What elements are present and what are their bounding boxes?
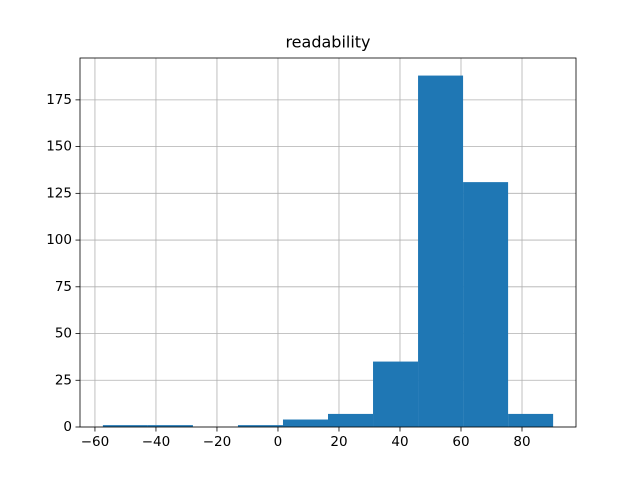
bar [147,425,193,427]
bar [237,425,283,427]
x-tick-label: 0 [274,434,283,450]
y-tick-label: 50 [55,326,72,342]
y-tick-label: 25 [55,372,72,388]
x-tick-label: −40 [142,434,171,450]
y-tick-label: 0 [63,419,72,435]
y-tick-label: 175 [46,92,72,108]
bar [282,419,328,427]
bar [508,413,554,427]
bar [328,413,374,427]
bar [373,361,419,427]
bar [418,75,464,428]
x-tick-label: −20 [203,434,232,450]
y-tick-label: 75 [55,279,72,295]
x-tick-label: 60 [452,434,469,450]
bar [102,425,148,427]
x-tick-label: −60 [81,434,110,450]
y-tick-label: 100 [46,232,72,248]
chart-title: readability [285,33,370,52]
x-tick-label: 40 [391,434,408,450]
y-tick-label: 150 [46,139,72,155]
bar [463,182,509,427]
y-tick-label: 125 [46,185,72,201]
x-tick-label: 20 [330,434,347,450]
axes-frame [79,57,577,428]
x-tick-label: 80 [513,434,530,450]
